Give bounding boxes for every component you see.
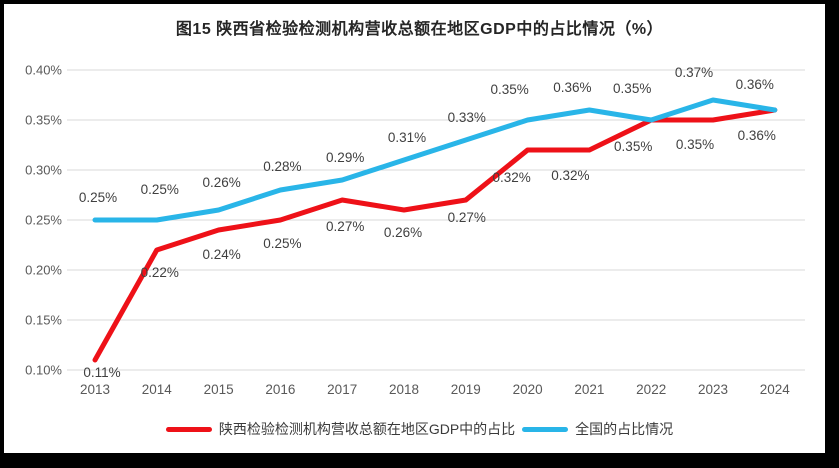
x-tick-label: 2013 [80, 382, 110, 397]
data-label-shaanxi: 0.24% [202, 247, 240, 262]
y-tick-label: 0.40% [25, 63, 62, 78]
y-tick-label: 0.10% [25, 363, 62, 378]
data-label-national: 0.28% [263, 159, 301, 174]
data-label-shaanxi: 0.27% [326, 219, 364, 234]
data-label-national: 0.35% [490, 82, 528, 97]
legend-label-shaanxi: 陕西检验检测机构营收总额在地区GDP中的占比 [218, 421, 516, 437]
data-label-shaanxi: 0.25% [263, 236, 301, 251]
series-line-shaanxi [92, 107, 778, 363]
x-tick-label: 2018 [389, 382, 419, 397]
x-tick-label: 2021 [574, 382, 604, 397]
chart-title: 图15 陕西省检验检测机构营收总额在地区GDP中的占比情况（%） [175, 21, 664, 38]
y-tick-label: 0.30% [25, 163, 62, 178]
data-label-shaanxi: 0.26% [384, 225, 422, 240]
data-label-shaanxi: 0.22% [141, 265, 179, 280]
frame-border-right [825, 0, 839, 468]
x-tick-label: 2019 [451, 382, 481, 397]
legend-swatch-national-line [522, 426, 569, 432]
y-tick-label: 0.35% [25, 113, 62, 128]
data-label-shaanxi: 0.32% [492, 170, 530, 185]
data-label-shaanxi: 0.35% [676, 137, 714, 152]
data-label-shaanxi: 0.32% [551, 168, 589, 183]
data-label-national: 0.31% [388, 130, 426, 145]
frame-border-left [0, 0, 4, 468]
data-label-shaanxi: 0.27% [448, 210, 486, 225]
x-tick-label: 2014 [142, 382, 173, 397]
y-tick-label: 0.20% [25, 263, 62, 278]
data-label-national: 0.35% [613, 81, 651, 96]
data-label-national: 0.36% [553, 80, 591, 95]
series-line-national [92, 97, 778, 223]
data-label-national: 0.36% [736, 77, 774, 92]
legend-label-national: 全国的占比情况 [575, 421, 674, 437]
data-label-shaanxi: 0.35% [614, 139, 652, 154]
x-tick-label: 2022 [636, 382, 666, 397]
data-label-national: 0.25% [79, 190, 117, 205]
chart-legend: 陕西检验检测机构营收总额在地区GDP中的占比 全国的占比情况 [0, 419, 839, 439]
frame-border-bottom [0, 453, 839, 468]
data-label-shaanxi: 0.36% [738, 128, 776, 143]
y-tick-label: 0.15% [25, 313, 62, 328]
data-label-national: 0.26% [202, 175, 240, 190]
data-label-national: 0.29% [326, 150, 364, 165]
data-label-national: 0.33% [448, 110, 486, 125]
x-tick-label: 2020 [513, 382, 543, 397]
x-tick-label: 2023 [698, 382, 728, 397]
x-tick-label: 2024 [760, 382, 791, 397]
x-tick-label: 2017 [327, 382, 357, 397]
data-label-national: 0.37% [675, 65, 713, 80]
y-tick-label: 0.25% [25, 213, 62, 228]
frame-border-top [0, 0, 839, 4]
x-tick-label: 2015 [204, 382, 234, 397]
x-tick-label: 2016 [265, 382, 295, 397]
data-label-national: 0.25% [141, 182, 179, 197]
legend-swatch-shaanxi-line [165, 426, 212, 432]
data-label-shaanxi: 0.11% [83, 365, 120, 380]
